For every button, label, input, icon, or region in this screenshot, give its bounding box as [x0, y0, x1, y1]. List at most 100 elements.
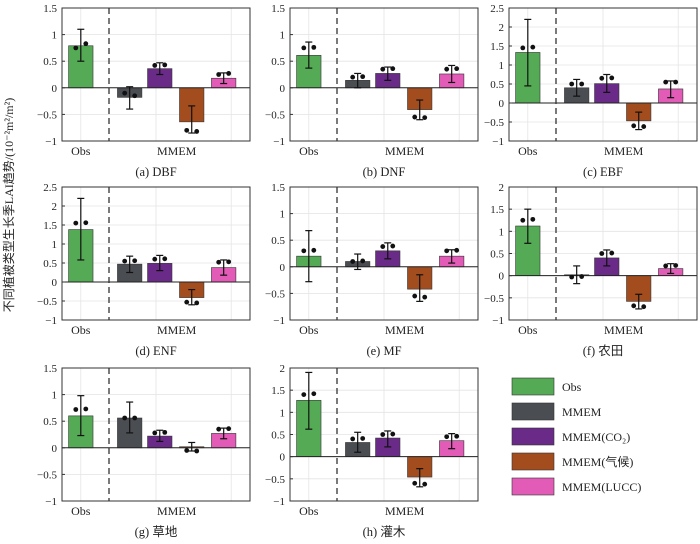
- data-point: [579, 81, 585, 87]
- x-tick-label: MMEM: [157, 504, 197, 518]
- data-point: [360, 436, 366, 441]
- data-point: [350, 259, 356, 264]
- data-point: [216, 72, 222, 77]
- y-tick-label: 0.5: [490, 249, 504, 261]
- data-point: [390, 243, 396, 249]
- x-tick-label: Obs: [299, 144, 319, 158]
- data-point: [444, 248, 450, 254]
- panel-caption: (b) DNF: [363, 165, 406, 179]
- data-point: [73, 407, 79, 412]
- chart-panel-1: −1 −0.5 0 0.5 1 1.5 Obs MMEM (a) DBF: [37, 3, 251, 179]
- legend-swatch: [511, 377, 555, 396]
- panel-caption: (e) MF: [366, 344, 401, 358]
- legend-label: MMEM(气候): [562, 454, 633, 469]
- legend-swatch: [511, 402, 555, 421]
- chart-panel-6: −1 −0.5 0 0.5 1 1.5 2 Obs MMEM (f) 农田: [484, 182, 698, 358]
- y-tick-label: 1: [52, 239, 58, 251]
- data-point: [599, 251, 605, 256]
- panel-caption: (g) 草地: [135, 525, 178, 539]
- data-point: [152, 430, 158, 436]
- panel-caption: (c) EBF: [583, 165, 623, 179]
- y-axis-title: 不同植被类型生长季LAI趋势/(10⁻²m²/m²): [1, 98, 16, 312]
- legend-swatch: [511, 452, 555, 471]
- x-tick-label: MMEM: [604, 323, 644, 337]
- data-point: [152, 256, 158, 262]
- data-point: [132, 93, 138, 99]
- chart-panel-2: −1 −0.5 0 0.5 1 1.5 Obs MMEM (b) DNF: [265, 3, 479, 179]
- chart-panel-5: −1 −0.5 0 0.5 1 1.5 Obs MMEM (e) MF: [265, 182, 479, 358]
- y-tick-label: 2: [499, 182, 505, 194]
- chart-panel-8: −1 −0.5 0 0.5 1 1.5 2 Obs MMEM (h) 灌木: [265, 363, 479, 539]
- y-tick-label: 0: [280, 262, 286, 274]
- data-point: [609, 75, 615, 81]
- data-point: [311, 44, 317, 50]
- panel-caption: (h) 灌木: [363, 525, 406, 539]
- data-point: [641, 304, 647, 310]
- data-point: [390, 66, 396, 72]
- data-point: [162, 429, 168, 435]
- data-point: [350, 436, 356, 442]
- y-tick-label: 1: [280, 30, 286, 42]
- y-tick-label: −0.5: [484, 293, 504, 305]
- data-point: [569, 81, 575, 87]
- data-point: [380, 66, 386, 72]
- panel-caption: (f) 农田: [583, 344, 624, 358]
- y-tick-label: 1.5: [43, 363, 57, 375]
- y-tick-label: 0: [499, 98, 505, 110]
- y-tick-label: −0.5: [265, 288, 285, 300]
- y-tick-label: −0.5: [484, 117, 504, 129]
- y-tick-label: 1: [499, 60, 505, 72]
- data-point: [184, 448, 190, 453]
- data-point: [454, 66, 460, 72]
- y-tick-label: 1.5: [271, 385, 285, 397]
- data-point: [454, 433, 460, 439]
- data-point: [226, 259, 232, 265]
- data-point: [162, 62, 168, 68]
- x-tick-label: Obs: [299, 323, 319, 337]
- data-point: [194, 448, 200, 454]
- y-tick-label: −1: [492, 315, 504, 327]
- y-tick-label: −0.5: [37, 469, 57, 481]
- y-tick-label: −1: [273, 496, 285, 508]
- axes-frame: [61, 7, 251, 142]
- x-tick-label: Obs: [71, 144, 91, 158]
- y-tick-label: 1: [52, 30, 58, 42]
- y-tick-label: 0: [499, 271, 505, 283]
- x-tick-label: Obs: [71, 504, 91, 518]
- data-point: [579, 274, 585, 279]
- y-tick-label: −1: [45, 315, 57, 327]
- y-tick-label: 0.5: [43, 416, 57, 428]
- y-tick-label: 1.5: [490, 204, 504, 216]
- x-tick-label: MMEM: [604, 144, 644, 158]
- panel-caption: (d) ENF: [135, 344, 176, 358]
- data-point: [673, 79, 679, 85]
- data-point: [350, 74, 356, 80]
- y-tick-label: 0.5: [43, 258, 57, 270]
- legend: Obs MMEM MMEM(CO₂) MMEM(气候) MMEM(LUCC): [511, 377, 641, 496]
- data-point: [380, 244, 386, 249]
- data-point: [73, 220, 79, 226]
- y-tick-label: 0.5: [271, 430, 285, 442]
- y-tick-label: 0: [52, 83, 58, 95]
- y-tick-label: −1: [273, 136, 285, 148]
- data-point: [663, 79, 669, 85]
- data-point: [444, 66, 450, 72]
- y-tick-label: 1.5: [271, 182, 285, 194]
- y-tick-label: −0.5: [37, 296, 57, 308]
- y-tick-label: −0.5: [265, 474, 285, 486]
- legend-label: Obs: [562, 380, 582, 394]
- panel-caption: (a) DBF: [135, 165, 176, 179]
- data-point: [530, 44, 536, 50]
- y-tick-label: 2: [499, 22, 505, 34]
- legend-swatch: [511, 427, 555, 446]
- legend-swatch: [511, 477, 555, 496]
- data-point: [530, 216, 536, 222]
- data-point: [422, 481, 428, 487]
- data-point: [301, 392, 307, 397]
- y-tick-label: 1.5: [490, 41, 504, 53]
- x-tick-label: MMEM: [157, 323, 197, 337]
- data-point: [390, 431, 396, 437]
- data-point: [422, 294, 428, 300]
- y-tick-label: 1.5: [43, 220, 57, 232]
- data-point: [83, 406, 89, 412]
